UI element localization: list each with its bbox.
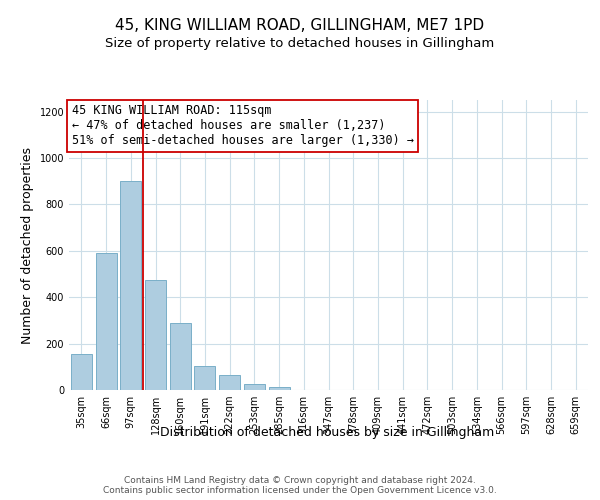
Text: Contains HM Land Registry data © Crown copyright and database right 2024.
Contai: Contains HM Land Registry data © Crown c… — [103, 476, 497, 495]
Text: Size of property relative to detached houses in Gillingham: Size of property relative to detached ho… — [106, 38, 494, 51]
Bar — [244, 384, 265, 390]
Bar — [269, 386, 290, 390]
Text: Distribution of detached houses by size in Gillingham: Distribution of detached houses by size … — [160, 426, 494, 439]
Y-axis label: Number of detached properties: Number of detached properties — [21, 146, 34, 344]
Bar — [219, 375, 240, 390]
Bar — [120, 181, 141, 390]
Bar — [170, 322, 191, 390]
Bar — [71, 354, 92, 390]
Text: 45, KING WILLIAM ROAD, GILLINGHAM, ME7 1PD: 45, KING WILLIAM ROAD, GILLINGHAM, ME7 1… — [115, 18, 485, 32]
Bar — [95, 253, 116, 390]
Bar — [194, 366, 215, 390]
Bar — [145, 280, 166, 390]
Text: 45 KING WILLIAM ROAD: 115sqm
← 47% of detached houses are smaller (1,237)
51% of: 45 KING WILLIAM ROAD: 115sqm ← 47% of de… — [71, 104, 413, 148]
